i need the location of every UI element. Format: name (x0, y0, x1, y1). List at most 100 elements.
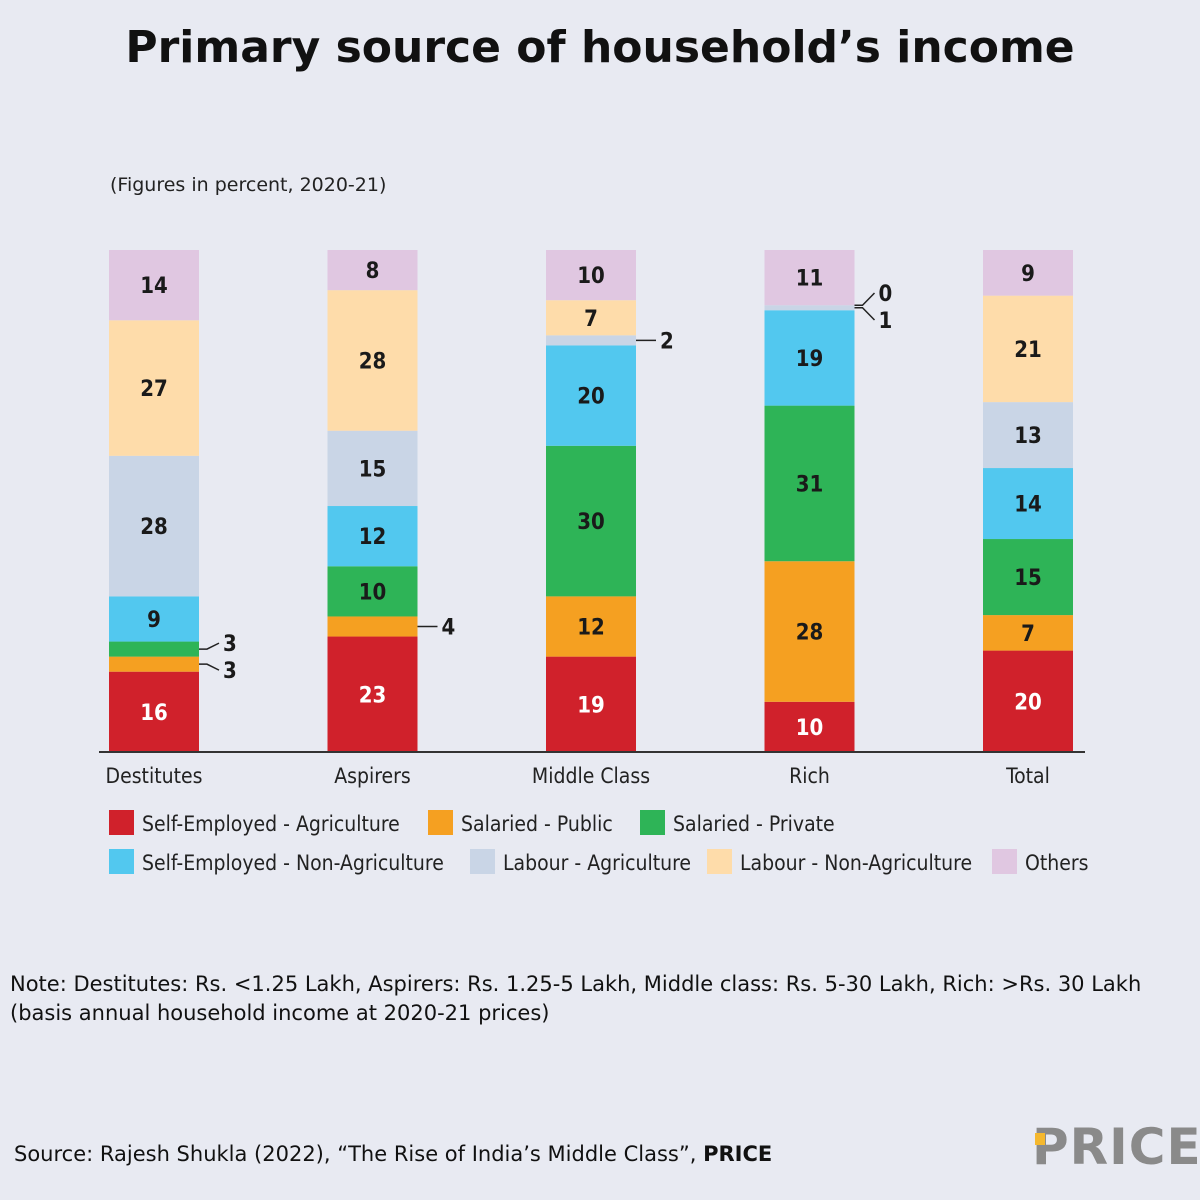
legend-label: Salaried - Public (461, 812, 613, 836)
bar-segment (983, 539, 1073, 616)
data-label: 14 (1014, 493, 1042, 518)
data-label: 28 (796, 621, 824, 646)
bar-segment (109, 641, 199, 657)
leader-line (854, 292, 876, 306)
data-label: 7 (584, 307, 598, 332)
data-label: 30 (577, 510, 605, 535)
data-label: 13 (1014, 424, 1042, 449)
x-tick-label: Total (1005, 764, 1050, 788)
bar-segment (109, 455, 199, 597)
logo-text: PRICE (1032, 1118, 1200, 1176)
leader-line (199, 663, 220, 671)
legend-label: Salaried - Private (673, 812, 835, 836)
legend-label: Labour - Non-Agriculture (740, 851, 972, 875)
bar-segment (546, 250, 636, 301)
bar-segment (109, 671, 199, 752)
bar-segment (983, 402, 1073, 469)
bar-segment (546, 345, 636, 446)
bar-segment (327, 566, 418, 617)
chart-title: Primary source of household’s income (125, 22, 1075, 73)
data-label: 9 (1021, 262, 1035, 287)
bar-segment (327, 506, 418, 567)
bar-segment (327, 290, 418, 431)
logo-accent (1035, 1133, 1045, 1145)
data-label: 23 (359, 683, 387, 708)
data-label: 21 (1014, 338, 1042, 363)
data-label: 4 (442, 616, 456, 641)
data-label: 1 (879, 309, 893, 334)
bar-segment (327, 430, 418, 507)
legend-label: Labour - Agriculture (503, 851, 691, 875)
stacked-bar-chart: 16928271433Destitutes231012152884Aspirer… (99, 250, 1088, 875)
data-label: 19 (796, 347, 824, 372)
legend-swatch (992, 849, 1017, 874)
data-label: 10 (577, 264, 605, 289)
bar-segment (983, 250, 1073, 296)
bar-segment (546, 596, 636, 657)
legend-swatch (428, 810, 453, 835)
leader-line (199, 642, 220, 650)
data-label: 20 (1014, 690, 1042, 715)
bar-segment (327, 250, 418, 291)
x-tick-label: Destitutes (106, 764, 203, 788)
bar-segment (764, 305, 855, 311)
data-label: 9 (147, 608, 161, 633)
data-label: 8 (366, 259, 380, 284)
bar-segment (546, 656, 636, 752)
data-label: 27 (140, 377, 168, 402)
data-label: 15 (1014, 566, 1042, 591)
bar-segment (546, 300, 636, 336)
x-tick-label: Aspirers (334, 764, 411, 788)
bar-segment (764, 310, 855, 406)
bar-segment (546, 335, 636, 346)
legend-swatch (470, 849, 495, 874)
data-label: 19 (577, 693, 605, 718)
legend-swatch (640, 810, 665, 835)
bar-segment (109, 320, 199, 456)
legend-label: Self-Employed - Non-Agriculture (142, 851, 444, 875)
data-label: 12 (359, 525, 387, 550)
data-label: 11 (796, 267, 824, 292)
bar-segment (109, 250, 199, 321)
data-label: 3 (223, 632, 237, 657)
source-text: Source: Rajesh Shukla (2022), “The Rise … (14, 1142, 704, 1166)
bar-segment (983, 650, 1073, 752)
x-tick-label: Middle Class (532, 764, 650, 788)
data-label: 0 (879, 282, 893, 307)
data-label: 7 (1021, 622, 1035, 647)
legend-swatch (109, 810, 134, 835)
bar-segment (983, 295, 1073, 403)
data-label: 12 (577, 616, 605, 641)
note: Note: Destitutes: Rs. <1.25 Lakh, Aspire… (10, 970, 1190, 1028)
data-label: 3 (223, 659, 237, 684)
note-line-2: (basis annual household income at 2020-2… (10, 1001, 550, 1025)
legend-label: Others (1025, 851, 1088, 875)
x-tick-label: Rich (789, 764, 830, 788)
bar-segment (327, 616, 418, 637)
bar-segment (764, 250, 855, 306)
data-label: 20 (577, 385, 605, 410)
bar-segment (764, 701, 855, 752)
bar-segment (983, 468, 1073, 540)
source-bold: PRICE (703, 1142, 773, 1166)
data-label: 10 (359, 580, 387, 605)
data-label: 31 (796, 472, 824, 497)
bar-segment (983, 615, 1073, 651)
bar-segment (764, 405, 855, 562)
price-logo: PRICE (1032, 1118, 1200, 1176)
data-label: 2 (660, 329, 674, 354)
data-label: 15 (359, 457, 387, 482)
legend-swatch (707, 849, 732, 874)
data-label: 16 (140, 701, 168, 726)
bar-segment (546, 445, 636, 597)
legend-label: Self-Employed - Agriculture (142, 812, 400, 836)
data-label: 28 (359, 349, 387, 374)
leader-line (854, 306, 876, 321)
data-label: 10 (796, 716, 824, 741)
legend-swatch (109, 849, 134, 874)
source: Source: Rajesh Shukla (2022), “The Rise … (14, 1142, 772, 1166)
chart-subtitle: (Figures in percent, 2020-21) (110, 174, 387, 196)
note-line-1: Note: Destitutes: Rs. <1.25 Lakh, Aspire… (10, 972, 1142, 996)
data-label: 14 (140, 274, 168, 299)
bar-segment (764, 561, 855, 702)
